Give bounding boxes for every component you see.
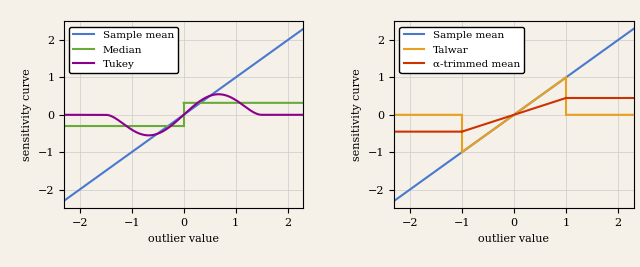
Sample mean (60, 199, 68, 202)
X-axis label: outlier value: outlier value (148, 234, 219, 244)
Median (180, 101, 188, 104)
Legend: Sample mean, Median, Tukey: Sample mean, Median, Tukey (69, 27, 178, 73)
Sample mean (569, 71, 577, 74)
Sample mean (204, 96, 211, 99)
Sample mean (152, 134, 159, 137)
Sample mean (482, 134, 490, 137)
Sample mean (257, 58, 264, 61)
Y-axis label: sensitivity curve: sensitivity curve (353, 68, 362, 161)
Median (186, 101, 193, 104)
Sample mean (546, 87, 554, 91)
Median (227, 101, 234, 104)
Tukey (145, 134, 152, 137)
Sample mean (390, 199, 398, 202)
Sample mean (216, 87, 223, 91)
Median (276, 101, 284, 104)
Tukey (104, 113, 111, 117)
Line: Sample mean: Sample mean (394, 29, 634, 201)
Sample mean (534, 96, 541, 99)
Legend: Sample mean, Talwar, α-trimmed mean: Sample mean, Talwar, α-trimmed mean (399, 27, 524, 73)
Tukey (257, 113, 265, 116)
Tukey (204, 95, 211, 98)
Tukey (152, 133, 159, 136)
Sample mean (239, 71, 246, 74)
Sample mean (104, 168, 111, 171)
Median (196, 101, 204, 104)
Line: Sample mean: Sample mean (64, 29, 303, 201)
Tukey (60, 113, 68, 116)
Median (207, 101, 215, 104)
X-axis label: outlier value: outlier value (479, 234, 549, 244)
Y-axis label: sensitivity curve: sensitivity curve (22, 68, 32, 161)
Tukey (300, 113, 307, 116)
Sample mean (630, 27, 637, 30)
Tukey (239, 103, 246, 107)
Sample mean (300, 27, 307, 30)
Median (230, 101, 238, 104)
Tukey (215, 93, 223, 96)
Sample mean (587, 58, 595, 61)
Sample mean (434, 168, 442, 171)
Tukey (216, 93, 223, 96)
Median (300, 101, 307, 104)
Line: Tukey: Tukey (64, 94, 303, 135)
